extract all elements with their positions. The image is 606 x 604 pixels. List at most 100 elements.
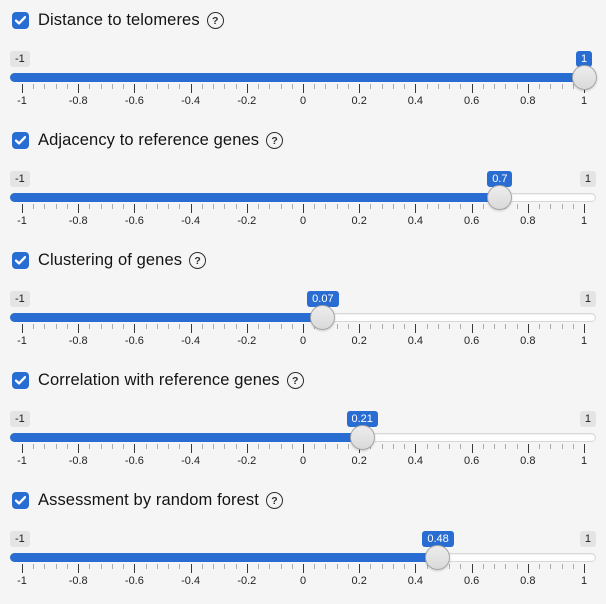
major-tick [22, 84, 23, 93]
tick-label: 0.4 [407, 95, 424, 107]
slider-checkbox-row[interactable]: Distance to telomeres ? [12, 11, 224, 30]
minor-tick [437, 444, 439, 449]
check-icon[interactable] [12, 252, 29, 269]
major-tick [415, 444, 417, 453]
range-slider[interactable]: -1 1 0.48 -1 -0.8 -0.6 -0.4 -0.2 0 0.2 0.4 0.6 0.… [10, 480, 596, 600]
slider-handle[interactable] [571, 65, 597, 90]
minor-tick [280, 444, 282, 449]
minor-tick [325, 564, 327, 569]
minor-tick [404, 444, 406, 449]
minor-tick [381, 324, 383, 329]
major-tick [584, 204, 585, 213]
tick-label: 0.8 [520, 95, 536, 107]
minor-tick [449, 84, 451, 89]
major-tick [134, 204, 136, 213]
major-tick [527, 564, 529, 573]
range-slider[interactable]: -1 1 0.7 -1 -0.8 -0.6 -0.4 -0.2 0 0.2 0.4 0.6 0.8… [10, 120, 596, 240]
minor-tick [213, 84, 215, 89]
slider-checkbox-row[interactable]: Correlation with reference genes ? [12, 371, 304, 390]
minor-tick [33, 204, 35, 209]
tick-label: 0.6 [463, 455, 480, 467]
check-icon[interactable] [12, 132, 29, 149]
minor-tick [561, 84, 563, 89]
minor-tick [314, 444, 316, 449]
range-slider[interactable]: -1 1 1 -1 -0.8 -0.6 -0.4 -0.2 0 0.2 0.4 0.6 0.8 1 [10, 0, 597, 120]
slider-fill [10, 553, 438, 562]
minor-tick [572, 324, 574, 329]
minor-tick [224, 564, 226, 569]
slider-handle[interactable] [310, 305, 336, 330]
slider-handle[interactable] [487, 185, 513, 210]
minor-tick [235, 324, 237, 329]
minor-tick [550, 204, 552, 209]
minor-tick [392, 204, 394, 209]
minor-tick [314, 84, 316, 89]
minor-tick [145, 564, 147, 569]
tick-label: 0.6 [463, 215, 480, 227]
slider-checkbox-row[interactable]: Assessment by random forest ? [12, 491, 283, 510]
minor-tick [258, 84, 260, 89]
major-tick [22, 324, 23, 333]
minor-tick [347, 324, 349, 329]
minor-tick [179, 564, 181, 569]
minor-tick [145, 324, 147, 329]
minor-tick [392, 564, 394, 569]
question-circle-icon[interactable]: ? [265, 492, 283, 509]
tick-label: -0.6 [124, 335, 144, 347]
tick-label: -0.2 [237, 95, 257, 107]
question-circle-icon[interactable]: ? [286, 372, 304, 389]
minor-tick [381, 564, 383, 569]
minor-tick [156, 324, 158, 329]
minor-tick [55, 324, 57, 329]
minor-tick [494, 84, 496, 89]
minor-tick [392, 444, 394, 449]
minor-tick [33, 444, 35, 449]
minor-tick [426, 84, 428, 89]
minor-tick [505, 84, 507, 89]
minor-tick [550, 324, 552, 329]
minor-tick [224, 324, 226, 329]
question-circle-icon[interactable]: ? [266, 132, 284, 149]
minor-tick [156, 564, 158, 569]
slider-value-tooltip: 0.21 [346, 411, 378, 427]
slider-checkbox-row[interactable]: Clustering of genes ? [12, 251, 207, 270]
tick-label: 0.2 [351, 95, 367, 107]
minor-tick [291, 84, 293, 89]
question-circle-icon[interactable]: ? [189, 252, 207, 269]
minor-tick [111, 84, 113, 89]
minor-tick [550, 84, 552, 89]
tick-label: 0.2 [351, 455, 367, 467]
minor-tick [460, 564, 462, 569]
minor-tick [494, 444, 496, 449]
slider-handle[interactable] [349, 425, 375, 450]
tick-label: 0.2 [351, 575, 367, 587]
tick-label: 0.8 [520, 575, 536, 587]
minor-tick [269, 84, 271, 89]
major-tick [78, 564, 80, 573]
tick-label: 0 [299, 575, 307, 587]
major-tick [359, 204, 361, 213]
slider-min-label: -1 [10, 171, 30, 187]
minor-tick [426, 324, 428, 329]
minor-tick [224, 84, 226, 89]
slider-checkbox-row[interactable]: Adjacency to reference genes ? [12, 131, 284, 150]
minor-tick [111, 564, 113, 569]
minor-tick [258, 444, 260, 449]
major-tick [471, 444, 473, 453]
check-icon[interactable] [12, 372, 29, 389]
slider-handle[interactable] [425, 545, 451, 570]
major-tick [246, 84, 248, 93]
minor-tick [44, 564, 46, 569]
minor-tick [111, 204, 113, 209]
range-slider[interactable]: -1 1 0.21 -1 -0.8 -0.6 -0.4 -0.2 0 0.2 0.4 0.6 0.… [10, 360, 596, 480]
slider-title: Clustering of genes [38, 251, 183, 269]
major-tick [359, 84, 361, 93]
slider-min-label: -1 [10, 531, 30, 547]
check-icon[interactable] [12, 492, 29, 509]
range-slider[interactable]: -1 1 0.07 -1 -0.8 -0.6 -0.4 -0.2 0 0.2 0.4 0.6 0.… [10, 240, 596, 360]
tick-label: -0.8 [68, 335, 88, 347]
check-icon[interactable] [12, 12, 29, 29]
minor-tick [235, 204, 237, 209]
slider-max-label: 1 [579, 291, 596, 307]
question-circle-icon[interactable]: ? [206, 12, 224, 29]
